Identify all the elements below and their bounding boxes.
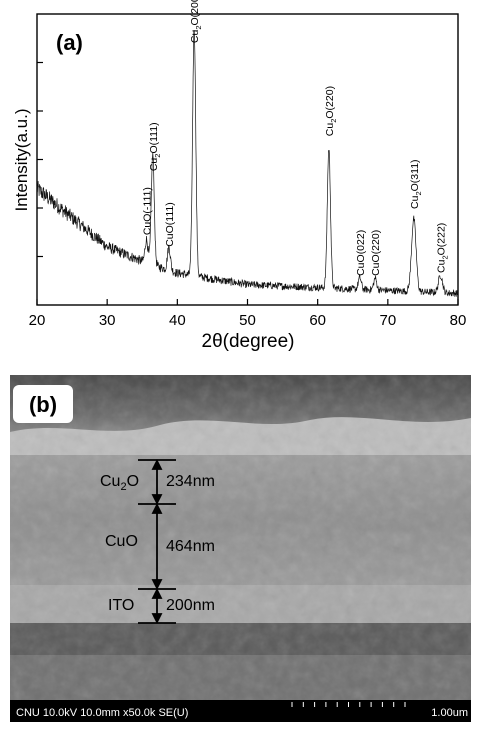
x-tick-label: 20 <box>29 312 46 329</box>
peak-label-part: Cu <box>189 30 201 44</box>
panel-b-label: (b) <box>29 392 57 417</box>
peak-label-part: 2 <box>153 154 162 158</box>
peak-label-part: Cu <box>409 195 421 209</box>
layer-name-cu2o: Cu2O <box>100 473 139 493</box>
layer-thickness-cuo: 464nm <box>166 538 215 555</box>
x-tick-label: 50 <box>239 312 256 329</box>
peak-label: CuO(022) <box>355 230 367 276</box>
layer-labels: Cu2O 234nm CuO 464nm ITO 200nm <box>100 473 215 614</box>
layer-name-cuo: CuO <box>105 533 138 550</box>
peak-labels: CuO(-111)Cu2O(111)CuO(111)Cu2O(200)Cu2O(… <box>141 0 449 276</box>
peak-label-part: Cu <box>435 259 447 273</box>
thickness-annotations <box>138 458 176 625</box>
layer-name-cu2o-text: Cu <box>100 473 120 490</box>
x-tick-label: 80 <box>450 312 467 329</box>
sem-info-bar <box>10 700 471 722</box>
arrow-down-icon <box>151 579 163 591</box>
peak-label: CuO(-111) <box>141 187 153 235</box>
peak-label-part: 2 <box>440 255 449 259</box>
peak-label-part: O(200) <box>189 0 201 25</box>
peak-label-part: 2 <box>329 119 338 123</box>
plot-frame <box>36 13 459 306</box>
peak-label-part: O(222) <box>435 223 447 256</box>
x-tick-label: 60 <box>309 312 326 329</box>
sem-info-text: CNU 10.0kV 10.0mm x50.0k SE(U) <box>16 707 188 719</box>
x-tick-label: 40 <box>169 312 186 329</box>
arrow-up-icon <box>151 587 163 599</box>
peak-label-part: O(311) <box>409 159 421 191</box>
sem-image: CNU 10.0kV 10.0mm x50.0k SE(U) 1.00um (b… <box>10 375 471 722</box>
peak-label: Cu2O(200) <box>189 0 203 43</box>
layer-name-cu2o-tail: O <box>127 473 139 490</box>
peak-label-part: Cu <box>148 158 160 172</box>
peak-label-part: O(111) <box>148 122 160 153</box>
xrd-pattern-line <box>36 30 459 297</box>
peak-label-part: 2 <box>194 25 203 29</box>
peak-label: CuO(220) <box>370 230 382 276</box>
layer-name-ito: ITO <box>108 597 134 614</box>
x-tick-label: 30 <box>99 312 116 329</box>
arrow-down-icon <box>151 494 163 506</box>
panel-b-label-box <box>13 385 73 423</box>
peak-label-part: O(220) <box>324 86 336 119</box>
y-axis-title: Intensity(a.u.) <box>12 109 31 212</box>
scale-bar <box>291 702 406 707</box>
layer-name-cu2o-sub: 2 <box>120 481 126 493</box>
peak-label-part: Cu <box>324 123 336 137</box>
xrd-chart: 20 30 40 50 60 70 80 CuO(-111)Cu2O(111)CuO(111… <box>12 0 466 352</box>
peak-label: Cu2O(222) <box>435 223 449 273</box>
peak-label: CuO(111) <box>164 202 176 247</box>
arrow-up-icon <box>151 502 163 514</box>
peak-label-part: 2 <box>414 191 423 195</box>
x-axis-ticks: 20 30 40 50 60 70 80 <box>29 299 467 329</box>
peak-label: Cu2O(311) <box>409 159 423 209</box>
peak-label: Cu2O(111) <box>148 122 162 171</box>
panel-a-label: (a) <box>56 30 83 55</box>
peak-label: Cu2O(220) <box>324 86 338 136</box>
layer-thickness-ito: 200nm <box>166 597 215 614</box>
arrow-up-icon <box>151 458 163 470</box>
x-tick-label: 70 <box>379 312 396 329</box>
sem-noise <box>10 375 471 700</box>
layer-thickness-cu2o: 234nm <box>166 473 215 490</box>
y-axis-ticks <box>37 61 43 258</box>
scale-label: 1.00um <box>431 707 468 719</box>
arrow-down-icon <box>151 613 163 625</box>
x-axis-title: 2θ(degree) <box>202 331 295 352</box>
